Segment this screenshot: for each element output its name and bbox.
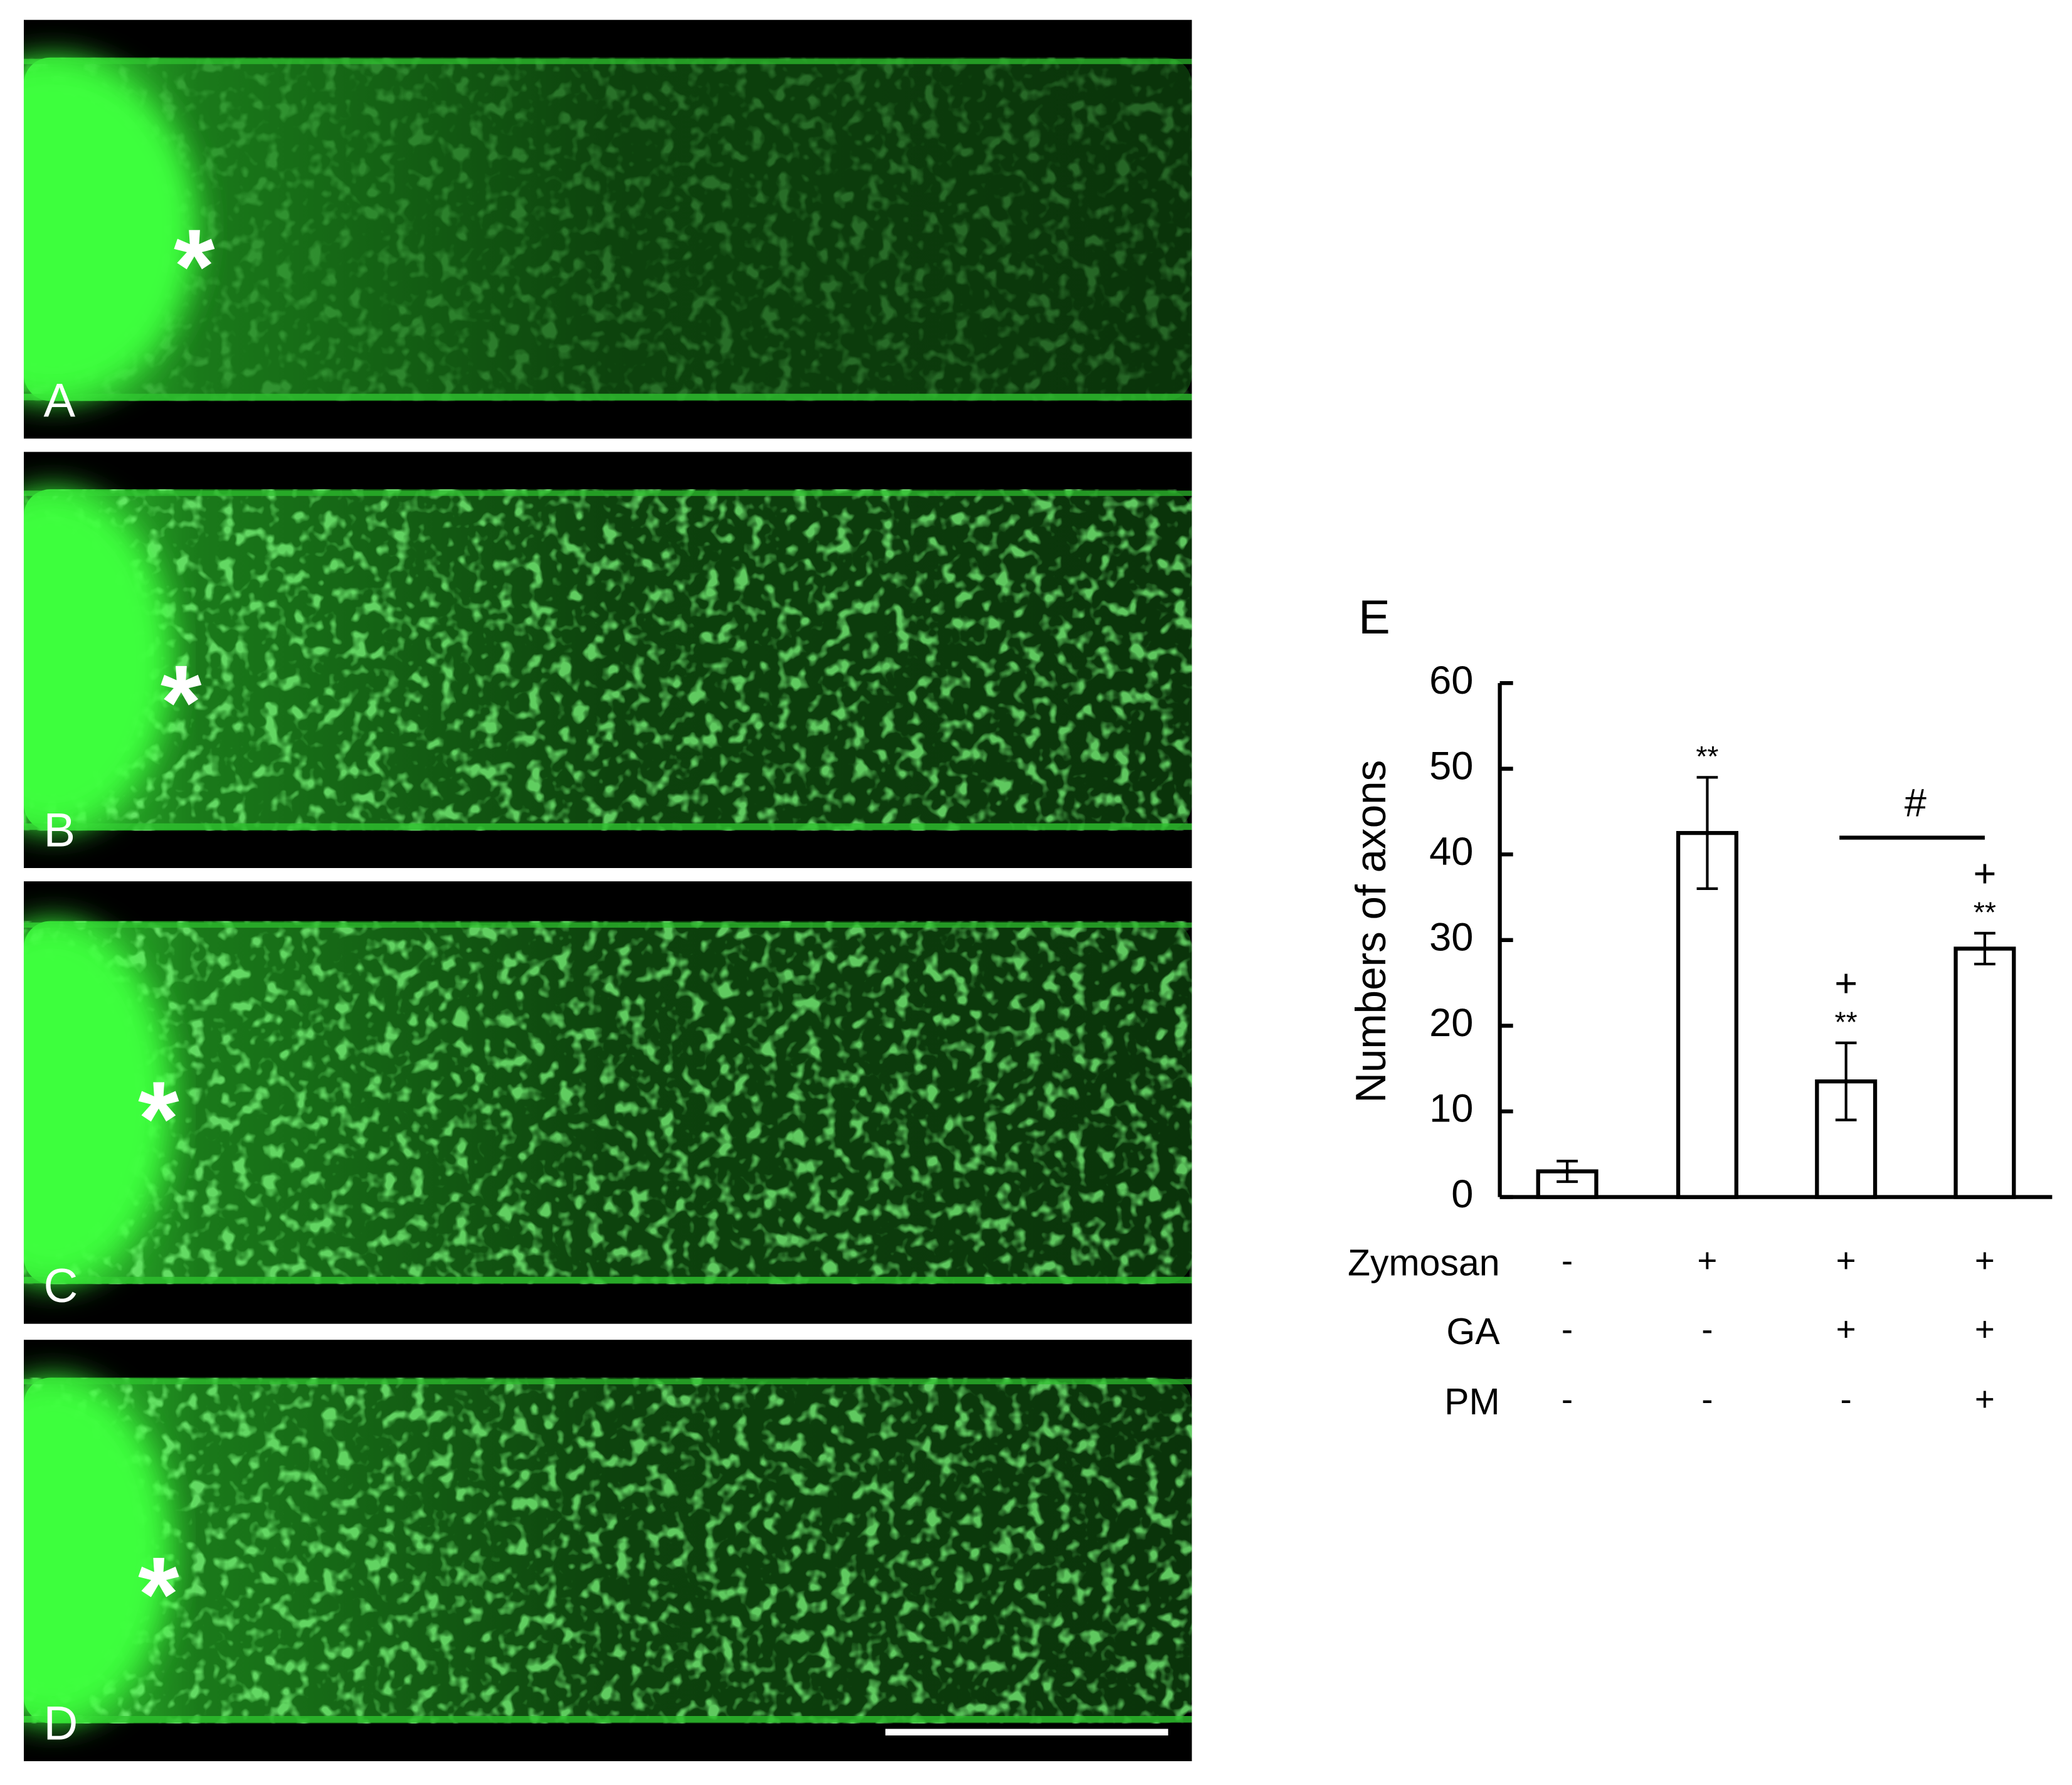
image [23, 452, 1192, 869]
lesion-glow [23, 489, 172, 831]
tissue-texture [23, 1377, 1192, 1724]
y-tick-label: 10 [1429, 1087, 1473, 1131]
bar [1815, 1079, 1878, 1199]
treatment-value: - [1562, 1241, 1573, 1279]
significance-label: ** [1974, 896, 1996, 929]
image [23, 1340, 1192, 1762]
treatment-name: GA [1446, 1311, 1500, 1352]
lesion-glow [23, 57, 199, 401]
error-bar [1835, 1041, 1857, 1121]
treatment-value: + [1697, 1241, 1717, 1279]
y-tick-label: 50 [1429, 744, 1473, 788]
treatment-name: Zymosan [1348, 1242, 1500, 1284]
y-tick-label: 40 [1429, 830, 1473, 874]
significance-label: ** [1696, 740, 1718, 773]
panel-label: C [44, 1259, 78, 1313]
y-axis-label: Numbers of axons [1348, 760, 1395, 1103]
panel-label: E [1358, 591, 1390, 644]
panel-label: D [44, 1697, 78, 1750]
image [23, 881, 1192, 1324]
bar [1953, 946, 2016, 1199]
tissue-texture [23, 57, 1192, 401]
micrograph: B* [23, 452, 1192, 869]
error-bar [1557, 1160, 1578, 1184]
lesion-marker: * [138, 1059, 179, 1177]
tissue-texture [23, 489, 1192, 831]
lesion-marker: * [138, 1535, 179, 1653]
lesion-marker: * [174, 207, 215, 326]
treatment-value: - [1562, 1310, 1573, 1348]
treatment-value: - [1701, 1310, 1713, 1348]
error-bar [1974, 931, 1995, 966]
significance-label: + [1834, 961, 1858, 1005]
micrograph: C* [23, 881, 1192, 1324]
treatment-value: + [1975, 1310, 1995, 1348]
lesion-glow [23, 1377, 172, 1724]
y-tick-label: 30 [1429, 916, 1473, 960]
treatment-name: PM [1444, 1381, 1499, 1422]
comparison-label: # [1905, 781, 1927, 825]
significance-label: ** [1835, 1005, 1858, 1038]
treatment-value: + [1836, 1310, 1856, 1348]
panel-label: A [44, 374, 76, 428]
y-tick-label: 20 [1429, 1001, 1473, 1045]
treatment-value: + [1836, 1241, 1856, 1279]
treatment-value: - [1701, 1380, 1713, 1419]
tissue-texture [23, 921, 1192, 1284]
treatment-value: - [1562, 1380, 1573, 1419]
panel-label: B [44, 803, 76, 857]
y-tick-label: 60 [1429, 659, 1473, 702]
lesion-glow [23, 921, 172, 1284]
treatment-value: + [1975, 1380, 1995, 1419]
lesion-marker: * [161, 643, 202, 761]
image [23, 19, 1192, 439]
error-bar [1696, 776, 1718, 890]
treatment-value: + [1975, 1241, 1995, 1279]
micrograph: D* [23, 1340, 1192, 1762]
treatment-value: - [1841, 1380, 1852, 1419]
y-tick-label: 0 [1451, 1172, 1473, 1216]
significance-label: + [1973, 852, 1996, 896]
micrograph: A* [23, 19, 1192, 439]
